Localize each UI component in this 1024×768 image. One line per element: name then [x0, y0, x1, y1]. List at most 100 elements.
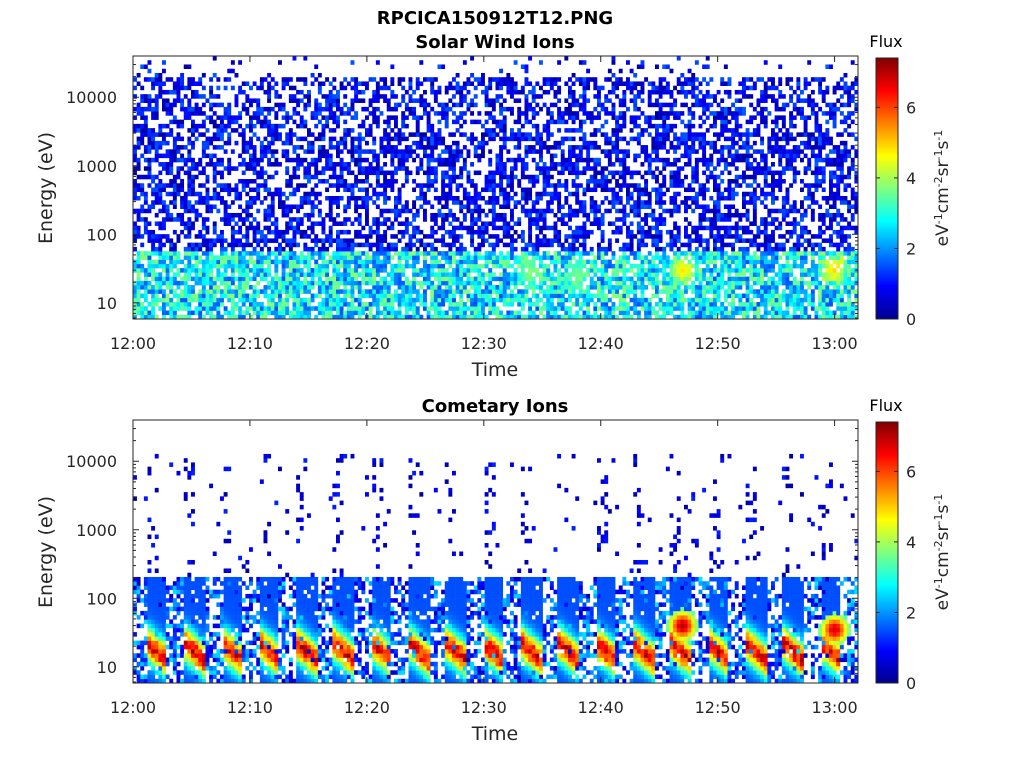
- heatmap-cell: [227, 242, 232, 248]
- heatmap-cell: [223, 259, 228, 265]
- heatmap-cell: [212, 242, 217, 248]
- heatmap-cell: [332, 77, 337, 82]
- heatmap-cell: [372, 119, 377, 125]
- heatmap-cell: [158, 132, 163, 137]
- heatmap-cell: [626, 259, 630, 265]
- heatmap-cell: [314, 242, 319, 248]
- heatmap-cell: [288, 293, 293, 299]
- heatmap-cell: [528, 106, 533, 112]
- heatmap-cell: [578, 263, 583, 269]
- heatmap-cell: [568, 234, 572, 239]
- heatmap-cell: [249, 251, 253, 256]
- heatmap-cell: [252, 81, 257, 86]
- heatmap-cell: [528, 268, 533, 273]
- heatmap-cell: [495, 242, 500, 248]
- heatmap-cell: [575, 263, 580, 269]
- heatmap-cell: [582, 302, 587, 307]
- heatmap-cell: [640, 306, 645, 311]
- heatmap-cell: [368, 246, 373, 252]
- heatmap-cell: [368, 302, 373, 307]
- heatmap-cell: [502, 204, 507, 210]
- heatmap-cell: [165, 285, 170, 290]
- heatmap-cell: [604, 302, 609, 307]
- heatmap-cell: [143, 132, 148, 137]
- heatmap-cell: [288, 289, 293, 294]
- heatmap-cell: [383, 302, 388, 307]
- heatmap-cell: [604, 310, 609, 316]
- heatmap-cell: [437, 268, 442, 273]
- heatmap-cell: [296, 217, 301, 222]
- heatmap-cell: [600, 251, 605, 256]
- heatmap-cell: [444, 217, 449, 222]
- heatmap-cell: [441, 64, 446, 70]
- heatmap-cell: [390, 77, 395, 82]
- heatmap-cell: [147, 221, 152, 226]
- heatmap-cell: [484, 140, 489, 146]
- heatmap-cell: [524, 195, 529, 201]
- heatmap-cell: [640, 229, 645, 235]
- heatmap-cell: [140, 208, 145, 214]
- heatmap-cell: [390, 208, 395, 214]
- heatmap-cell: [546, 285, 551, 290]
- heatmap-cell: [441, 272, 446, 277]
- heatmap-cell: [419, 60, 424, 65]
- heatmap-cell: [212, 225, 217, 231]
- heatmap-cell: [303, 246, 308, 252]
- heatmap-cell: [205, 263, 210, 269]
- heatmap-cell: [466, 293, 471, 299]
- heatmap-cell: [419, 204, 424, 210]
- heatmap-cell: [488, 297, 493, 303]
- heatmap-cell: [274, 302, 279, 307]
- heatmap-cell: [220, 289, 224, 294]
- heatmap-cell: [267, 119, 272, 125]
- heatmap-cell: [506, 280, 511, 286]
- heatmap-cell: [140, 128, 145, 133]
- heatmap-cell: [343, 136, 348, 142]
- heatmap-cell: [473, 85, 478, 91]
- heatmap-cell: [321, 153, 326, 159]
- heatmap-cell: [481, 187, 485, 193]
- heatmap-cell: [473, 255, 478, 260]
- heatmap-cell: [205, 259, 210, 265]
- heatmap-cell: [401, 149, 406, 154]
- heatmap-cell: [531, 310, 536, 316]
- heatmap-cell: [176, 81, 181, 86]
- heatmap-cell: [187, 98, 192, 103]
- heatmap-cell: [354, 183, 359, 188]
- heatmap-cell: [162, 242, 166, 248]
- heatmap-cell: [404, 314, 409, 320]
- heatmap-cell: [332, 238, 337, 243]
- heatmap-cell: [198, 157, 203, 163]
- heatmap-cell: [140, 268, 145, 273]
- heatmap-cell: [531, 242, 536, 248]
- heatmap-cell: [553, 221, 558, 226]
- heatmap-cell: [394, 123, 398, 129]
- heatmap-cell: [448, 98, 453, 103]
- heatmap-cell: [346, 132, 351, 137]
- heatmap-cell: [194, 246, 199, 252]
- heatmap-cell: [477, 263, 482, 269]
- heatmap-cell: [191, 111, 195, 116]
- heatmap-cell: [336, 162, 340, 167]
- heatmap-cell: [466, 136, 471, 142]
- heatmap-cell: [564, 128, 569, 133]
- heatmap-cell: [314, 106, 319, 112]
- heatmap-cell: [448, 166, 453, 171]
- heatmap-cell: [415, 128, 420, 133]
- heatmap-cell: [484, 272, 489, 277]
- heatmap-cell: [191, 145, 195, 150]
- heatmap-cell: [357, 204, 362, 210]
- heatmap-cell: [488, 136, 493, 142]
- heatmap-cell: [589, 280, 594, 286]
- heatmap-cell: [154, 191, 159, 197]
- heatmap-cell: [365, 272, 369, 277]
- heatmap-cell: [415, 259, 420, 265]
- heatmap-cell: [597, 225, 601, 231]
- heatmap-cell: [597, 268, 601, 273]
- heatmap-cell: [531, 183, 536, 188]
- heatmap-cell: [274, 306, 279, 311]
- heatmap-cell: [212, 166, 217, 171]
- heatmap-cell: [571, 212, 576, 218]
- heatmap-cell: [462, 166, 467, 171]
- heatmap-cell: [169, 285, 174, 290]
